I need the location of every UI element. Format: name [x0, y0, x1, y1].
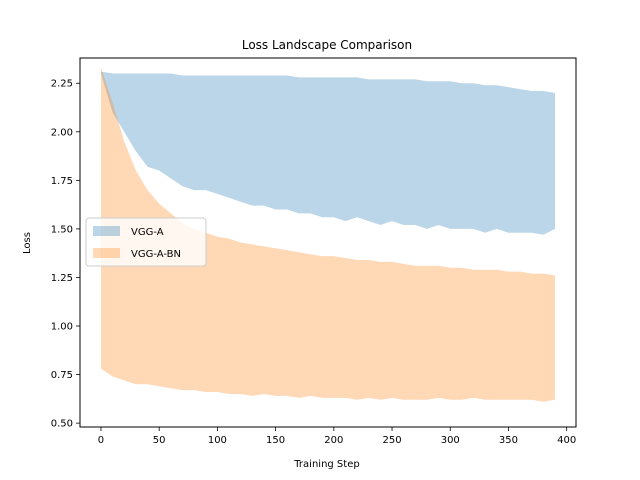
- y-tick-label: 0.75: [51, 370, 73, 381]
- area-vgg-a: [101, 71, 555, 235]
- plot-frame: [79, 57, 577, 428]
- y-tick-label: 1.25: [51, 273, 73, 284]
- x-tick-label: 100: [208, 435, 227, 446]
- x-tick-label: 200: [324, 435, 343, 446]
- x-tick-label: 400: [557, 435, 576, 446]
- legend-swatch-vgg-a-bn: [93, 248, 120, 258]
- legend-swatch-vgg-a: [93, 226, 120, 236]
- y-tick-label: 2.00: [51, 127, 73, 138]
- y-tick-label: 1.75: [51, 176, 73, 187]
- y-tick-label: 0.50: [51, 419, 73, 430]
- legend-label-vgg-a: VGG-A: [131, 227, 164, 238]
- legend: VGG-A VGG-A-BN: [85, 217, 207, 267]
- legend-label-vgg-a-bn: VGG-A-BN: [131, 249, 181, 260]
- y-tick-label: 1.50: [51, 224, 73, 235]
- y-tick-label: 1.00: [51, 322, 73, 333]
- x-axis: 0 50 100 150 200 250 300 350 400: [98, 427, 576, 446]
- x-tick-label: 300: [441, 435, 460, 446]
- y-axis: 0.50 0.75 1.00 1.25 1.50 1.75 2.00 2.25: [51, 79, 80, 430]
- area-vgg-a-bn: [101, 67, 555, 402]
- x-tick-label: 150: [266, 435, 285, 446]
- chart-title: Loss Landscape Comparison: [242, 38, 412, 52]
- area-series-group: [101, 67, 555, 402]
- y-tick-label: 2.25: [51, 79, 73, 90]
- legend-box: [85, 217, 207, 267]
- x-tick-label: 250: [382, 435, 401, 446]
- x-tick-label: 50: [153, 435, 166, 446]
- x-tick-label: 0: [98, 435, 104, 446]
- x-axis-label: Training Step: [293, 459, 359, 470]
- y-axis-label: Loss: [22, 232, 33, 254]
- x-tick-label: 350: [499, 435, 518, 446]
